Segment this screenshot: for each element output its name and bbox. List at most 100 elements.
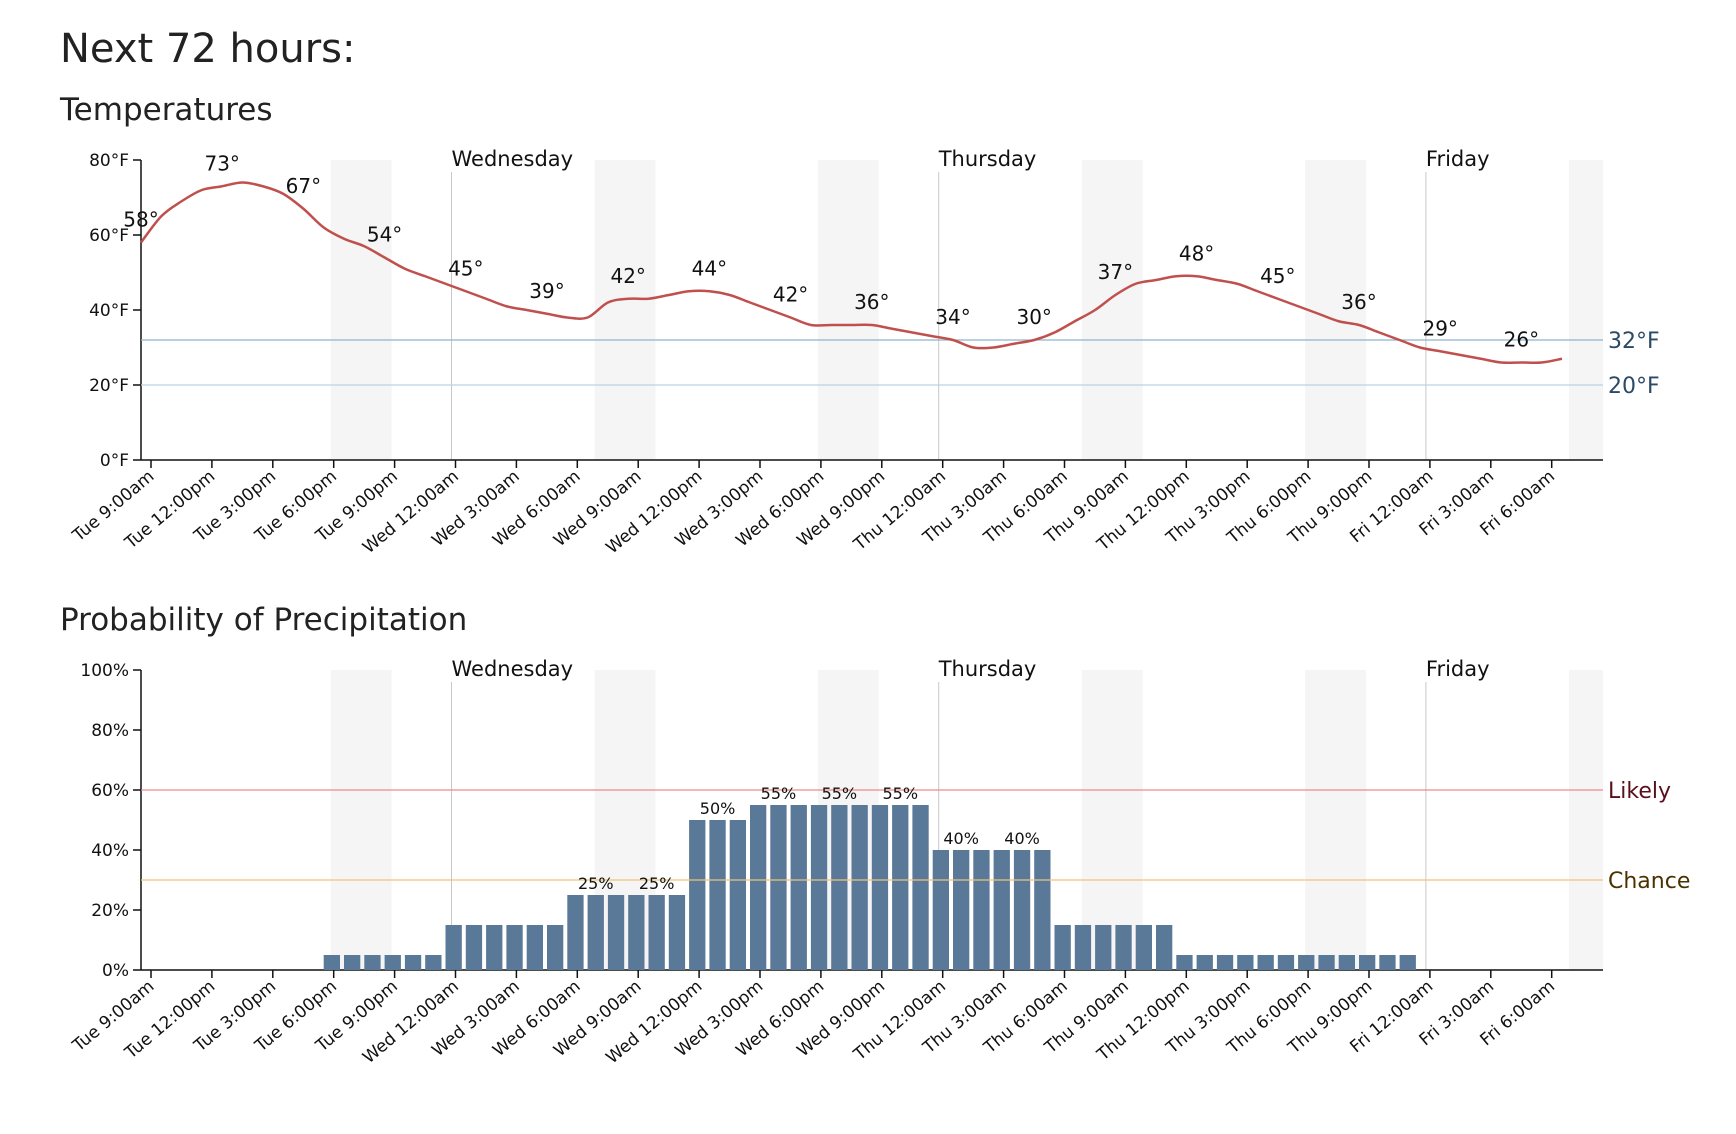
precip-bar xyxy=(770,805,787,970)
day-label: Friday xyxy=(1426,147,1490,171)
precipitation-section-title: Probability of Precipitation xyxy=(60,602,468,638)
precip-bar xyxy=(648,895,665,970)
precip-bar xyxy=(445,925,462,970)
day-label: Friday xyxy=(1426,657,1490,681)
night-shade-band xyxy=(594,670,656,970)
y-tick-label: 80% xyxy=(91,721,129,741)
y-tick-label: 0°F xyxy=(100,451,129,471)
y-tick-label: 20°F xyxy=(89,376,129,396)
y-tick-label: 40% xyxy=(91,841,129,861)
reference-line-label: 20°F xyxy=(1608,374,1660,399)
precip-bar xyxy=(1379,955,1396,970)
precip-bar xyxy=(404,955,422,970)
precip-value-label: 25% xyxy=(578,874,614,893)
precip-bar xyxy=(323,955,340,970)
precip-value-label: 25% xyxy=(639,874,675,893)
precip-value-label: 55% xyxy=(822,784,858,803)
temperature-value-label: 45° xyxy=(1260,264,1295,288)
temperature-value-label: 44° xyxy=(692,256,727,280)
precip-bar xyxy=(709,820,726,970)
precip-bar xyxy=(668,895,686,970)
night-shade-band xyxy=(1081,670,1143,970)
precip-bar xyxy=(750,805,767,970)
day-label: Thursday xyxy=(938,147,1037,171)
reference-line-label: Chance xyxy=(1608,869,1690,894)
night-shade-band xyxy=(1305,160,1366,460)
y-tick-label: 100% xyxy=(80,661,129,681)
temperature-value-label: 45° xyxy=(448,256,483,280)
y-tick-label: 20% xyxy=(91,901,129,921)
precip-bar xyxy=(973,850,990,970)
temperature-value-label: 58° xyxy=(123,208,158,232)
temperature-chart: Wednesday Thursday Friday 0°F 20°F 40°F 60°F 80… xyxy=(68,147,1660,558)
precip-bar xyxy=(364,955,381,970)
precip-bar xyxy=(1013,850,1031,970)
precipitation-chart: Wednesday Thursday Friday 0% 20% 40% 60% 80% 100… xyxy=(68,657,1690,1068)
precip-value-label: 40% xyxy=(1004,829,1040,848)
precip-bar xyxy=(425,955,442,970)
precip-bar xyxy=(1095,925,1112,970)
precip-bar xyxy=(1318,955,1335,970)
temperature-value-label: 67° xyxy=(286,174,321,198)
temperature-value-label: 54° xyxy=(367,223,402,247)
night-shade-band xyxy=(1081,160,1143,460)
precip-bar xyxy=(993,850,1010,970)
temperature-value-label: 29° xyxy=(1422,316,1457,340)
temperature-line xyxy=(140,181,1563,365)
precip-bar xyxy=(465,925,483,970)
y-tick-label: 60°F xyxy=(89,226,129,246)
precip-bar xyxy=(1359,955,1376,970)
y-tick-label: 40°F xyxy=(89,301,129,321)
night-shade-band xyxy=(1569,160,1603,460)
precip-bar xyxy=(1034,850,1051,970)
precip-bar xyxy=(1216,955,1234,970)
temperature-value-label: 42° xyxy=(610,264,645,288)
precip-bar xyxy=(384,955,401,970)
precip-bar xyxy=(1338,955,1355,970)
temperature-value-label: 30° xyxy=(1016,305,1051,329)
precip-value-label: 55% xyxy=(761,784,797,803)
precip-bar xyxy=(607,895,625,970)
precip-bar xyxy=(1176,955,1193,970)
precip-bar xyxy=(587,895,604,970)
temperature-value-label: 48° xyxy=(1179,241,1214,265)
precip-bar xyxy=(1196,955,1213,970)
night-shade-band xyxy=(330,670,392,970)
precip-bar xyxy=(831,805,848,970)
precip-bar xyxy=(1257,955,1274,970)
night-shade-band xyxy=(817,160,879,460)
temperature-value-label: 34° xyxy=(935,305,970,329)
night-shade-band xyxy=(1569,670,1603,970)
precip-bar xyxy=(932,850,949,970)
precip-bar xyxy=(871,805,889,970)
precip-bar xyxy=(953,850,970,970)
precip-bar xyxy=(790,805,807,970)
temperature-value-label: 37° xyxy=(1098,260,1133,284)
temperature-value-label: 73° xyxy=(204,151,239,175)
precip-bar xyxy=(912,805,929,970)
y-tick-label: 80°F xyxy=(89,151,129,171)
temperature-value-label: 36° xyxy=(854,290,889,314)
precip-bar xyxy=(1054,925,1071,970)
precip-bar xyxy=(344,955,361,970)
precip-bar xyxy=(689,820,706,970)
precip-bar xyxy=(526,925,543,970)
night-shade-band xyxy=(594,160,656,460)
reference-line-label: 32°F xyxy=(1608,329,1660,354)
precip-value-label: 55% xyxy=(882,784,918,803)
precip-bar xyxy=(628,895,645,970)
precip-bar xyxy=(851,805,868,970)
temperatures-section-title: Temperatures xyxy=(60,92,273,128)
precip-bar xyxy=(1298,955,1315,970)
temperature-value-label: 42° xyxy=(773,283,808,307)
precip-bar xyxy=(892,805,909,970)
precip-bar xyxy=(1135,925,1152,970)
precip-bar xyxy=(1115,925,1132,970)
temperature-value-label: 26° xyxy=(1504,328,1539,352)
precip-bar xyxy=(1399,955,1416,970)
precip-bar xyxy=(729,820,746,970)
night-shade-band xyxy=(330,160,392,460)
precip-bar xyxy=(810,805,828,970)
day-label: Wednesday xyxy=(452,657,574,681)
precip-bar xyxy=(1237,955,1254,970)
